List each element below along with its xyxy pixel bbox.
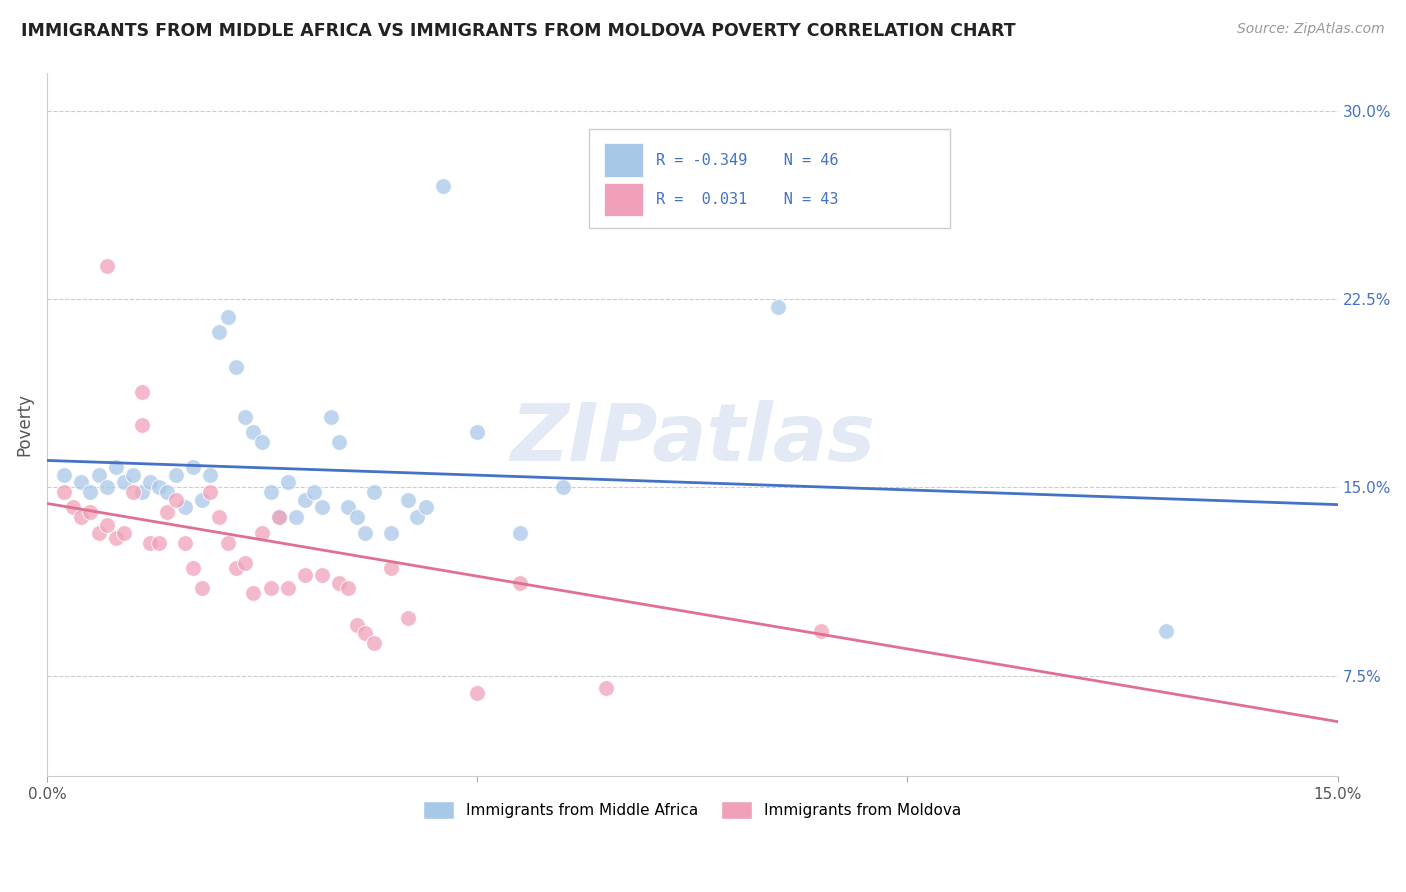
Point	[294, 492, 316, 507]
Point	[553, 480, 575, 494]
Point	[122, 485, 145, 500]
Point	[311, 500, 333, 515]
Point	[87, 525, 110, 540]
Point	[328, 575, 350, 590]
Point	[302, 485, 325, 500]
Point	[465, 425, 488, 439]
Point	[225, 359, 247, 374]
Point	[337, 500, 360, 515]
Point	[200, 485, 222, 500]
Text: IMMIGRANTS FROM MIDDLE AFRICA VS IMMIGRANTS FROM MOLDOVA POVERTY CORRELATION CHA: IMMIGRANTS FROM MIDDLE AFRICA VS IMMIGRA…	[21, 22, 1015, 40]
Point	[311, 568, 333, 582]
Point	[363, 636, 385, 650]
Point	[269, 510, 291, 524]
Point	[165, 467, 187, 482]
Point	[104, 531, 127, 545]
Point	[217, 310, 239, 324]
Point	[139, 535, 162, 549]
Point	[62, 500, 84, 515]
Point	[363, 485, 385, 500]
Point	[131, 485, 153, 500]
Point	[217, 535, 239, 549]
Point	[242, 425, 264, 439]
Point	[181, 460, 204, 475]
Point	[242, 586, 264, 600]
Point	[53, 485, 76, 500]
Point	[406, 510, 429, 524]
Point	[380, 560, 402, 574]
Point	[122, 467, 145, 482]
Point	[285, 510, 308, 524]
Point	[595, 681, 617, 696]
Point	[173, 535, 195, 549]
Point	[165, 492, 187, 507]
Point	[354, 626, 377, 640]
Point	[380, 525, 402, 540]
Point	[277, 475, 299, 490]
Text: R = -0.349    N = 46: R = -0.349 N = 46	[657, 153, 838, 168]
Point	[191, 581, 214, 595]
Point	[139, 475, 162, 490]
Point	[259, 581, 281, 595]
Text: ZIPatlas: ZIPatlas	[510, 400, 875, 477]
Point	[354, 525, 377, 540]
Point	[225, 560, 247, 574]
Point	[509, 575, 531, 590]
Point	[768, 300, 790, 314]
Point	[173, 500, 195, 515]
Point	[810, 624, 832, 638]
Point	[104, 460, 127, 475]
Point	[396, 611, 419, 625]
Point	[200, 467, 222, 482]
Point	[346, 618, 368, 632]
Point	[87, 467, 110, 482]
Text: Source: ZipAtlas.com: Source: ZipAtlas.com	[1237, 22, 1385, 37]
Point	[346, 510, 368, 524]
Point	[233, 556, 256, 570]
FancyBboxPatch shape	[589, 129, 950, 227]
Point	[294, 568, 316, 582]
Point	[96, 260, 118, 274]
Point	[112, 475, 135, 490]
Y-axis label: Poverty: Poverty	[15, 393, 32, 456]
Point	[70, 510, 93, 524]
Point	[250, 525, 273, 540]
Point	[328, 435, 350, 450]
Point	[79, 506, 101, 520]
Point	[432, 179, 454, 194]
Point	[79, 485, 101, 500]
Point	[191, 492, 214, 507]
Point	[337, 581, 360, 595]
Point	[509, 525, 531, 540]
Point	[131, 384, 153, 399]
Point	[131, 417, 153, 432]
Legend: Immigrants from Middle Africa, Immigrants from Moldova: Immigrants from Middle Africa, Immigrant…	[418, 795, 967, 825]
Bar	[605, 183, 643, 217]
Point	[53, 467, 76, 482]
Point	[465, 686, 488, 700]
Point	[415, 500, 437, 515]
Point	[148, 480, 170, 494]
Point	[96, 518, 118, 533]
Point	[259, 485, 281, 500]
Point	[96, 480, 118, 494]
Point	[396, 492, 419, 507]
Point	[277, 581, 299, 595]
Bar	[605, 144, 643, 177]
Point	[233, 410, 256, 425]
Point	[148, 535, 170, 549]
Text: R =  0.031    N = 43: R = 0.031 N = 43	[657, 192, 838, 207]
Point	[70, 475, 93, 490]
Point	[208, 510, 231, 524]
Point	[595, 166, 617, 180]
Point	[112, 525, 135, 540]
Point	[208, 325, 231, 339]
Point	[269, 510, 291, 524]
Point	[156, 485, 179, 500]
Point	[1154, 624, 1177, 638]
Point	[319, 410, 342, 425]
Point	[181, 560, 204, 574]
Point	[250, 435, 273, 450]
Point	[156, 506, 179, 520]
